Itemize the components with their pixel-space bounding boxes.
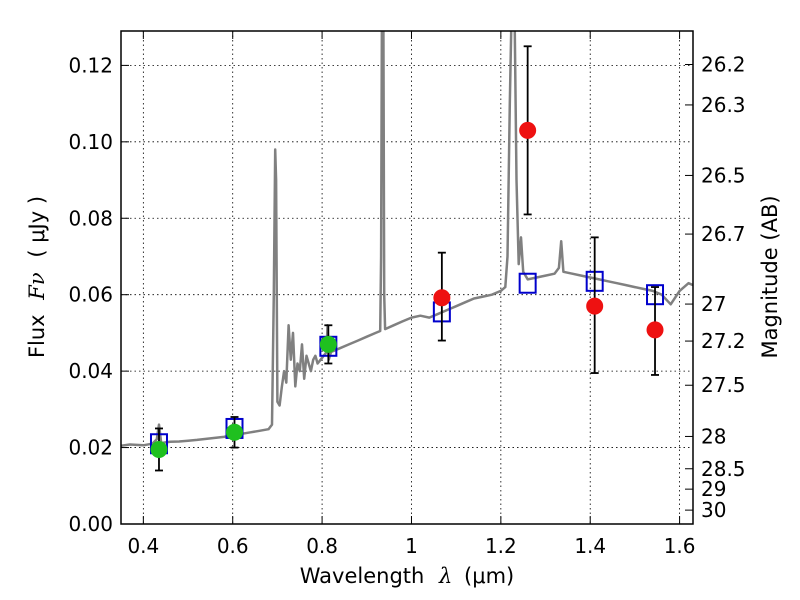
x-axis-label: Wavelength λ (μm) bbox=[300, 564, 514, 588]
x-tick-label: 1.4 bbox=[574, 534, 606, 558]
y2-tick-label: 26.2 bbox=[701, 53, 746, 77]
y2-tick-label: 30 bbox=[701, 498, 726, 522]
model-spectrum-line bbox=[121, 31, 693, 447]
photometry-point bbox=[519, 121, 537, 139]
y2-tick-label: 27.5 bbox=[701, 373, 746, 397]
grid bbox=[121, 31, 693, 525]
y2-tick-label: 27 bbox=[701, 292, 726, 316]
y-tick-label: 0.06 bbox=[68, 283, 113, 307]
x-axis-label-text: Wavelength bbox=[300, 564, 425, 588]
axis-ticks: 0.4 0.6 0.8 1 1.2 1.4 1.6 0.00 0.02 0.04 0.06 0.08 0… bbox=[68, 31, 746, 558]
photometry-point bbox=[586, 297, 604, 315]
y-axis-label-text: Flux bbox=[25, 314, 49, 358]
y-tick-label: 0.02 bbox=[68, 436, 113, 460]
y2-tick-label: 26.5 bbox=[701, 163, 746, 187]
x-axis-label-symbol: λ bbox=[438, 564, 452, 588]
x-axis-label-unit: (μm) bbox=[464, 564, 514, 588]
y-tick-label: 0.08 bbox=[68, 206, 113, 230]
y-tick-label: 0.10 bbox=[68, 130, 113, 154]
y2-tick-label: 27.2 bbox=[701, 329, 746, 353]
x-tick-label: 0.8 bbox=[306, 534, 338, 558]
plot-area bbox=[121, 31, 693, 472]
photometry-point bbox=[433, 289, 451, 307]
x-tick-label: 0.4 bbox=[127, 534, 159, 558]
model-flux-square bbox=[518, 272, 537, 294]
photometry-point bbox=[319, 335, 337, 353]
y-tick-label: 0.00 bbox=[68, 512, 113, 536]
y-tick-label: 0.12 bbox=[68, 53, 113, 77]
y-axis-label-symbol: Fν bbox=[25, 272, 49, 301]
photometry-point bbox=[226, 423, 244, 441]
y2-tick-label: 28.5 bbox=[701, 457, 746, 481]
plot-frame bbox=[120, 30, 694, 525]
x-tick-label: 0.6 bbox=[217, 534, 249, 558]
photometry-point bbox=[150, 440, 168, 458]
x-tick-label: 1 bbox=[405, 534, 418, 558]
y-axis-label-unit: ( μJy ) bbox=[25, 196, 49, 258]
x-tick-label: 1.2 bbox=[485, 534, 517, 558]
y2-tick-label: 28 bbox=[701, 424, 726, 448]
photometry-point bbox=[646, 321, 664, 339]
y2-tick-label: 29 bbox=[701, 477, 726, 501]
y-axis-label: Flux Fν ( μJy ) bbox=[25, 196, 49, 358]
y2-tick-label: 26.7 bbox=[701, 222, 746, 246]
y-tick-label: 0.04 bbox=[68, 359, 113, 383]
y2-axis-label: Magnitude (AB) bbox=[758, 195, 782, 358]
x-tick-label: 1.6 bbox=[664, 534, 696, 558]
y2-tick-label: 26.3 bbox=[701, 93, 746, 117]
